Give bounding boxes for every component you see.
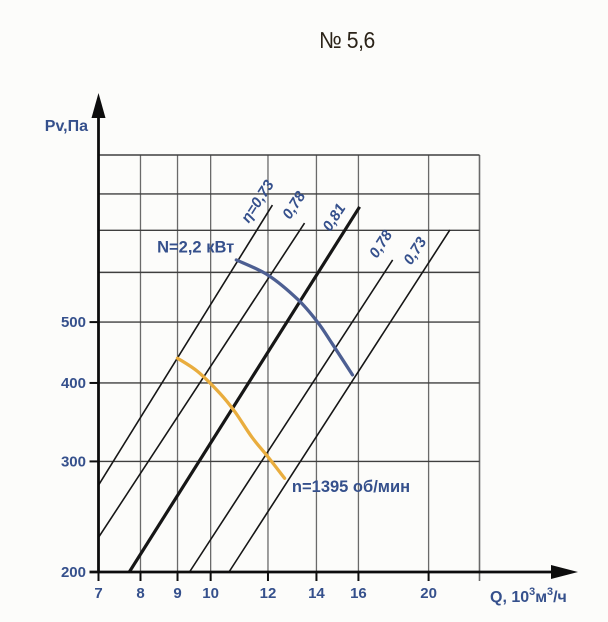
x-tick-label: 9 [173, 585, 181, 602]
efficiency-line [127, 205, 361, 573]
speed-curve-label: n=1395 об/мин [292, 478, 410, 496]
efficiency-line [228, 229, 451, 573]
y-tick-label: 500 [61, 314, 86, 331]
efficiency-line [188, 259, 394, 573]
x-axis-arrow [551, 565, 578, 579]
x-axis-label: Q, 103м3/ч [490, 586, 567, 606]
x-tick-label: 12 [260, 585, 277, 602]
efficiency-line [97, 204, 274, 486]
efficiency-line [97, 222, 306, 538]
power-curve-label: N=2,2 кВт [157, 239, 234, 257]
efficiency-label: 0,78 [366, 227, 397, 261]
x-tick-label: 7 [94, 585, 102, 602]
y-tick-label: 200 [61, 564, 86, 581]
speed-curve [175, 356, 287, 480]
efficiency-label: η=0,73 [238, 177, 278, 226]
x-tick-label: 20 [420, 585, 437, 602]
x-tick-label: 8 [136, 585, 144, 602]
efficiency-label: 0,73 [400, 234, 431, 268]
x-tick-label: 10 [202, 585, 219, 602]
x-tick-label: 14 [308, 585, 325, 602]
power-curve [234, 258, 355, 377]
x-tick-label: 16 [350, 585, 367, 602]
efficiency-label: 0,78 [279, 188, 310, 222]
chart-title: № 5,6 [319, 27, 375, 53]
y-axis-label: Pv,Па [45, 118, 88, 135]
y-tick-label: 400 [61, 375, 86, 392]
y-axis-arrow [91, 93, 106, 118]
y-tick-label: 300 [61, 453, 86, 470]
